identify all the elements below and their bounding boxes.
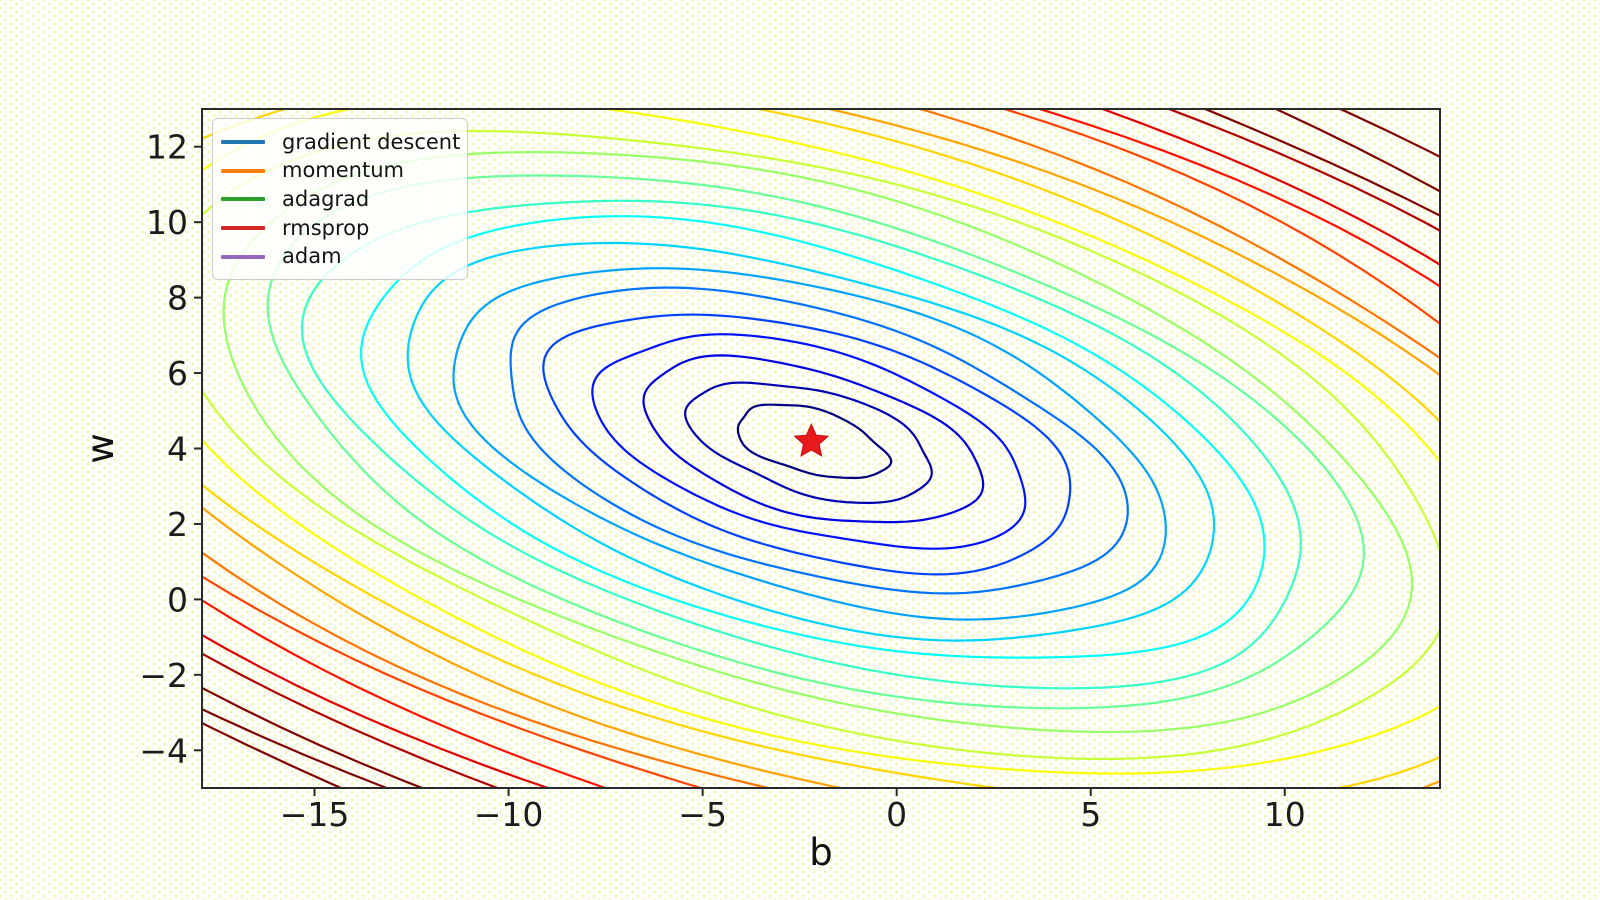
y-tick-label: 6 [167,354,188,393]
legend-swatch-momentum [221,168,265,173]
x-tick-label: 5 [1080,795,1101,834]
contour-ring [642,354,985,524]
legend-item: rmsprop [221,214,457,243]
y-tick-label: 12 [146,128,188,167]
contour-ring [736,403,893,480]
y-tick-label: 0 [167,580,188,619]
contour-ring [202,129,1440,760]
x-tick-label: −5 [678,795,727,834]
legend-swatch-gradient-descent [221,140,265,145]
legend-item: gradient descent [221,128,461,157]
legend-swatch-adam [221,254,265,259]
legend-item: momentum [221,157,457,186]
legend: gradient descent momentum adagrad rmsprop ad… [212,118,468,280]
y-tick-label: 8 [167,279,188,318]
contour-ring [266,174,1365,710]
contour-ring [591,333,1027,550]
contour-ring [360,215,1266,659]
legend-item-label: rmsprop [282,215,370,240]
y-tick-label: −2 [139,656,188,695]
legend-swatch-rmsprop [221,226,265,231]
x-tick-label: −15 [280,795,350,834]
contour-ring [202,109,1440,788]
legend-item-label: momentum [282,158,404,183]
x-axis-label: b [809,831,833,874]
contour-ring [202,109,1440,775]
legend-item-label: gradient descent [282,129,461,154]
contour-ring [542,313,1072,576]
contour-ring [300,199,1302,690]
contour-ring [202,109,1440,788]
x-tick-label: 10 [1264,795,1306,834]
y-tick-label: 4 [167,430,188,469]
legend-swatch-adagrad [221,197,265,202]
legend-item-label: adam [282,244,342,269]
x-tick-label: −10 [474,795,544,834]
legend-item: adagrad [221,185,457,214]
x-tick-label: 0 [886,795,907,834]
legend-item: adam [221,242,457,271]
contour-ring [452,267,1167,621]
y-tick-label: 10 [146,203,188,242]
contour-ring [202,109,1440,788]
legend-item-label: adagrad [282,186,370,211]
contour-ring [202,109,1440,788]
contour-ring [684,381,933,504]
y-tick-label: 2 [167,505,188,544]
y-axis-label: w [79,433,122,463]
contour-ring [406,241,1216,642]
contour-ring [509,286,1129,595]
minimum-star [793,422,830,457]
y-tick-label: −4 [139,731,188,770]
